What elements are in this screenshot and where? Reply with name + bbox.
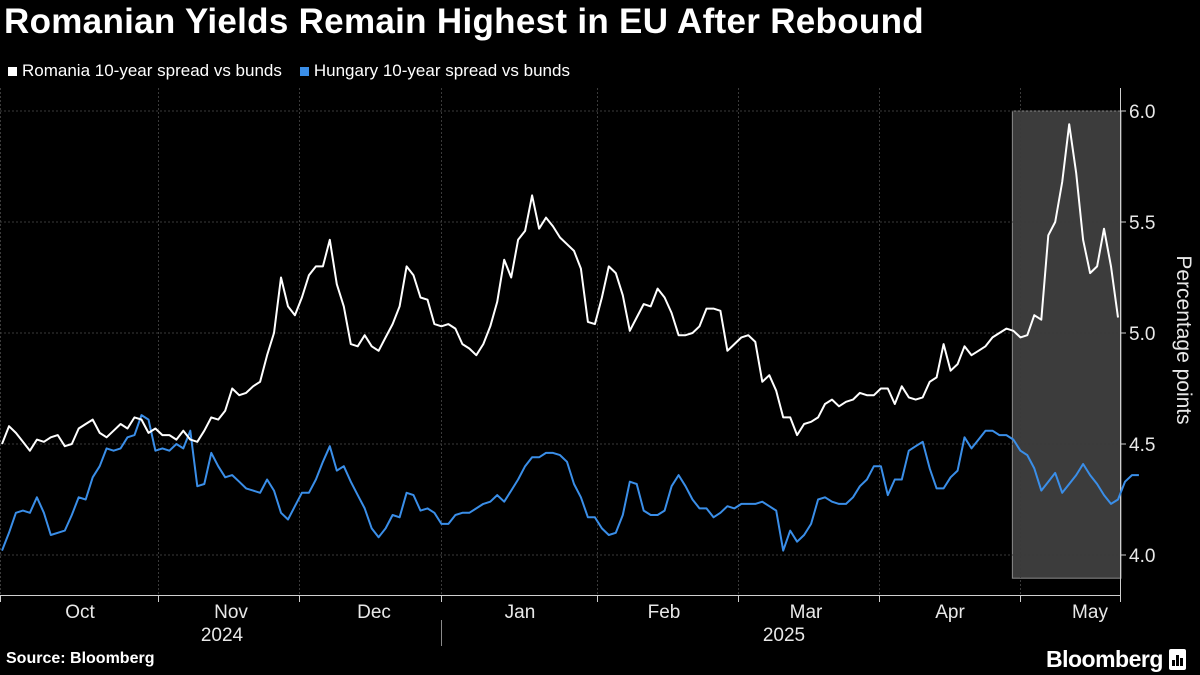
x-tick-label: Oct (65, 602, 95, 623)
x-tick-label: Nov (214, 602, 248, 623)
y-tick-label: 4.0 (1129, 546, 1155, 567)
series-line-hungary (1, 414, 1139, 552)
legend-item-romania: Romania 10-year spread vs bunds (8, 61, 282, 81)
chart-title: Romanian Yields Remain Highest in EU Aft… (4, 2, 924, 41)
bloomberg-logo: Bloomberg (1046, 646, 1186, 673)
y-tick-label: 5.0 (1129, 324, 1155, 345)
legend-item-hungary: Hungary 10-year spread vs bunds (299, 61, 570, 81)
brand-wordmark: Bloomberg (1046, 646, 1163, 672)
legend-swatch-romania (8, 66, 17, 76)
x-tick-label: May (1072, 602, 1108, 623)
bloomberg-chart-icon (1168, 649, 1186, 670)
legend: Romania 10-year spread vs bunds Hungary … (8, 61, 570, 81)
x-tick-label: Dec (357, 602, 391, 623)
x-tick-label: Mar (790, 602, 823, 623)
series-line-romania (1, 123, 1119, 452)
x-tick-label: Apr (935, 602, 965, 623)
source-note: Source: Bloomberg (6, 650, 155, 667)
legend-label-hungary: Hungary 10-year spread vs bunds (313, 61, 570, 80)
x-tick-label: Jan (505, 602, 536, 623)
highlight-region (1011, 110, 1122, 579)
x-year-label: 2024 (201, 625, 244, 646)
y-tick-label: 5.5 (1129, 213, 1155, 234)
y-axis-label: Percentage points (1172, 255, 1195, 424)
x-tick-label: Feb (648, 602, 681, 623)
y-tick-label: 6.0 (1129, 102, 1155, 123)
legend-swatch-hungary (299, 66, 309, 76)
y-tick-label: 4.5 (1129, 435, 1155, 456)
legend-label-romania: Romania 10-year spread vs bunds (22, 61, 282, 80)
x-year-label: 2025 (763, 625, 805, 646)
